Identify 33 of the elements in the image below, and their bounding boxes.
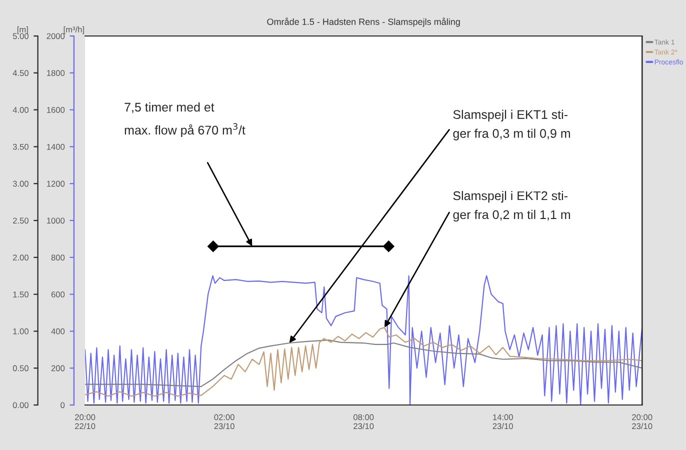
y2-tick-label: 400 — [51, 328, 65, 334]
y2-axis-title: [m³/h] — [64, 26, 84, 34]
y2-tick-label: 1600 — [47, 107, 65, 113]
y2-tick-label: 1200 — [47, 180, 65, 187]
y2-tick-label: 2000 — [46, 33, 65, 40]
y-tick-label: 2.00 — [13, 254, 28, 260]
y-tick-label: 3.50 — [12, 144, 28, 150]
x-tick-label: 20:00 23/10 — [632, 414, 652, 430]
y-tick-label: 0.00 — [12, 402, 28, 408]
x-tick-label: 02:00 23/10 — [214, 414, 234, 430]
y2-tick-label: 600 — [51, 292, 65, 298]
y2-tick-label: 200 — [51, 365, 65, 372]
y-tick-label: 4.00 — [12, 107, 28, 113]
y2-tick-label: 1400 — [47, 144, 65, 150]
x-tick-label: 14:00 23/10 — [492, 414, 513, 430]
y-tick-label: 2.50 — [13, 218, 28, 224]
y-tick-label: 1.00 — [13, 328, 28, 334]
y-axis-title: [m] — [17, 26, 28, 34]
annotation: Slamspejl i EKT1 sti- ger fra 0,3 m til 0,9 m — [453, 110, 570, 140]
y-tick-label: 4.50 — [12, 70, 28, 76]
y-tick-label: 1.50 — [13, 292, 28, 298]
x-tick-label: 20:00 22/10 — [75, 414, 96, 430]
y-tick-label: 0.50 — [12, 365, 28, 372]
y-tick-label: 5.00 — [12, 33, 28, 40]
y-tick-label: 3.00 — [12, 180, 28, 187]
y2-tick-label: 1800 — [47, 70, 65, 76]
y2-tick-label: 0 — [60, 402, 65, 408]
y2-tick-label: 800 — [51, 254, 65, 260]
x-tick-label: 08:00 23/10 — [353, 414, 374, 430]
annotation: Slamspejl i EKT2 sti- ger fra 0,2 m til 1,1 m — [453, 190, 570, 222]
y2-tick-label: 1000 — [47, 218, 65, 224]
annotation: 7,5 timer med et max. flow på 670 m$^{3}$/t — [124, 102, 246, 138]
chart-title: Område 1.5 - Hadsten Rens - Slamspejls måling — [267, 18, 460, 27]
